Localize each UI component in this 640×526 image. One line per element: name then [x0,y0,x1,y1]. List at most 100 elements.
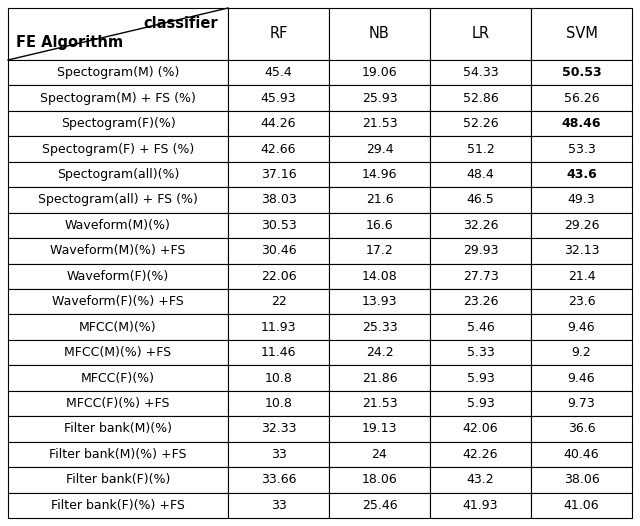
Text: 21.86: 21.86 [362,371,397,385]
Text: 56.26: 56.26 [564,92,599,105]
Bar [531,187,632,213]
Text: 29.4: 29.4 [365,143,394,156]
Bar [8,315,228,340]
Bar [329,315,430,340]
Text: 40.46: 40.46 [564,448,599,461]
Text: 38.03: 38.03 [260,194,296,206]
Bar [8,238,228,264]
Bar [329,162,430,187]
Text: 43.2: 43.2 [467,473,494,487]
Text: 10.8: 10.8 [264,397,292,410]
Bar [430,366,531,391]
Text: Filter bank(F)(%) +FS: Filter bank(F)(%) +FS [51,499,185,512]
Bar [8,264,228,289]
Bar [329,492,430,518]
Text: MFCC(M)(%): MFCC(M)(%) [79,321,157,333]
Bar [8,85,228,111]
Text: 18.06: 18.06 [362,473,397,487]
Bar [228,8,329,60]
Bar [531,60,632,85]
Text: Spectogram(F)(%): Spectogram(F)(%) [61,117,175,130]
Text: 17.2: 17.2 [365,245,394,257]
Text: 36.6: 36.6 [568,422,595,436]
Text: 13.93: 13.93 [362,295,397,308]
Bar [8,442,228,467]
Bar [8,111,228,136]
Text: Filter bank(M)(%) +FS: Filter bank(M)(%) +FS [49,448,187,461]
Text: 41.06: 41.06 [564,499,599,512]
Text: Spectogram(all)(%): Spectogram(all)(%) [57,168,179,181]
Text: 33: 33 [271,448,286,461]
Bar [430,264,531,289]
Text: 42.06: 42.06 [463,422,499,436]
Text: 21.4: 21.4 [568,270,595,283]
Bar [329,60,430,85]
Bar [430,162,531,187]
Text: 37.16: 37.16 [260,168,296,181]
Bar [329,85,430,111]
Text: 9.46: 9.46 [568,371,595,385]
Text: 32.26: 32.26 [463,219,499,232]
Text: 33: 33 [271,499,286,512]
Text: Waveform(M)(%) +FS: Waveform(M)(%) +FS [51,245,186,257]
Bar [8,289,228,315]
Text: SVM: SVM [566,26,597,42]
Text: 45.4: 45.4 [264,66,292,79]
Text: 22: 22 [271,295,286,308]
Bar [228,467,329,492]
Bar [531,85,632,111]
Text: 30.46: 30.46 [260,245,296,257]
Bar [228,366,329,391]
Bar [329,391,430,416]
Text: NB: NB [369,26,390,42]
Bar [8,492,228,518]
Bar [531,213,632,238]
Text: 11.46: 11.46 [260,346,296,359]
Bar [430,111,531,136]
Bar [8,213,228,238]
Bar [531,136,632,162]
Bar [329,238,430,264]
Text: 9.46: 9.46 [568,321,595,333]
Bar [329,289,430,315]
Bar [329,366,430,391]
Bar [531,366,632,391]
Text: Spectogram(F) + FS (%): Spectogram(F) + FS (%) [42,143,194,156]
Bar [430,60,531,85]
Bar [8,467,228,492]
Text: 24.2: 24.2 [365,346,394,359]
Bar [228,264,329,289]
Bar [531,315,632,340]
Bar [531,289,632,315]
Text: Spectogram(M) + FS (%): Spectogram(M) + FS (%) [40,92,196,105]
Bar [430,238,531,264]
Text: MFCC(F)(%) +FS: MFCC(F)(%) +FS [67,397,170,410]
Text: 25.93: 25.93 [362,92,397,105]
Text: Filter bank(F)(%): Filter bank(F)(%) [66,473,170,487]
Bar [531,340,632,366]
Bar [329,264,430,289]
Text: 21.53: 21.53 [362,397,397,410]
Text: 9.73: 9.73 [568,397,595,410]
Text: 5.46: 5.46 [467,321,494,333]
Bar [329,111,430,136]
Text: 5.93: 5.93 [467,397,494,410]
Text: 53.3: 53.3 [568,143,595,156]
Text: 9.2: 9.2 [572,346,591,359]
Bar [531,391,632,416]
Bar [8,162,228,187]
Text: 43.6: 43.6 [566,168,597,181]
Text: 25.33: 25.33 [362,321,397,333]
Text: 45.93: 45.93 [260,92,296,105]
Text: 5.33: 5.33 [467,346,494,359]
Bar [329,442,430,467]
Text: Spectogram(all) + FS (%): Spectogram(all) + FS (%) [38,194,198,206]
Bar [430,340,531,366]
Text: classifier: classifier [143,16,218,31]
Bar [228,315,329,340]
Text: 14.96: 14.96 [362,168,397,181]
Bar [329,187,430,213]
Text: 23.26: 23.26 [463,295,499,308]
Text: 42.26: 42.26 [463,448,499,461]
Bar [531,416,632,442]
